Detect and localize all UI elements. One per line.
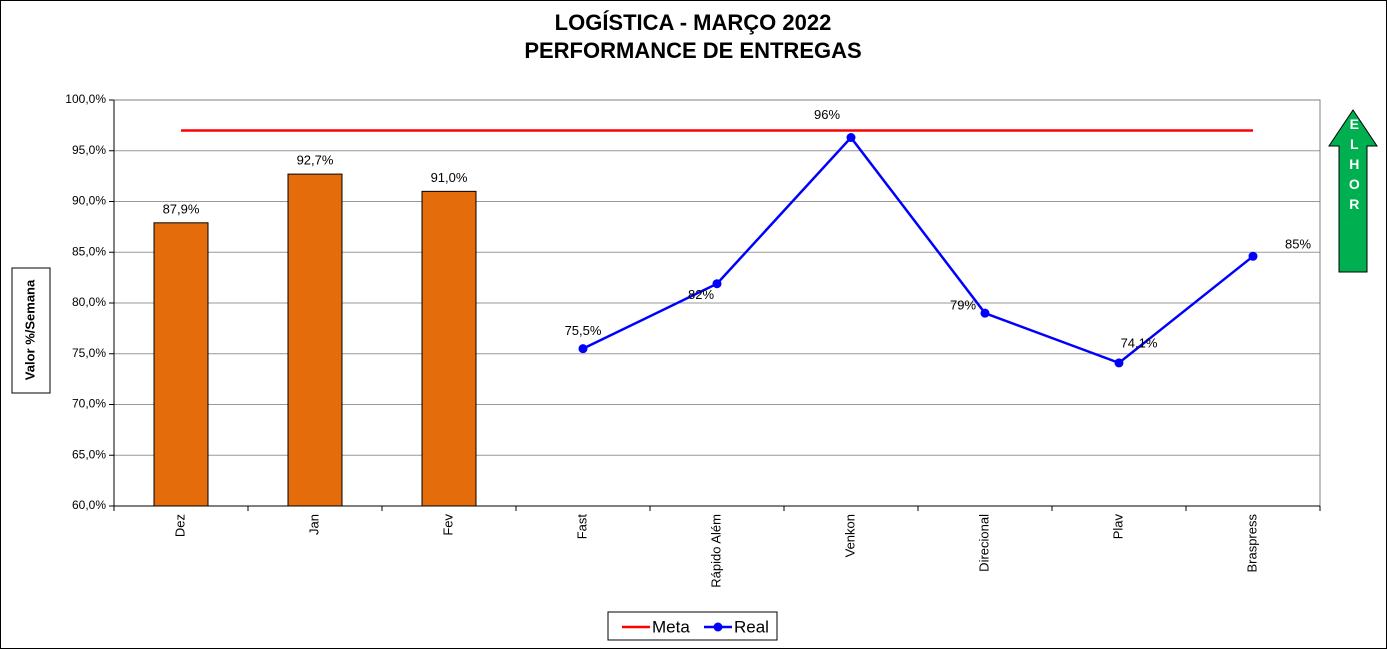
point-value-label: 75,5% (565, 323, 602, 338)
bar (287, 173, 343, 507)
bar-value-label: 91,0% (431, 170, 468, 185)
y-axis-label: Valor %/Semana (22, 279, 37, 380)
point (712, 279, 722, 289)
y-tick-label: 60,0% (72, 498, 106, 512)
bar-value-label: 87,9% (163, 201, 200, 216)
y-tick-label: 95,0% (72, 143, 106, 157)
y-tick-label: 85,0% (72, 244, 106, 258)
point-value-label: 96% (814, 107, 840, 122)
legend-marker (713, 622, 723, 632)
x-tick-label: Dez (172, 514, 187, 537)
legend-label: Real (734, 617, 769, 636)
point (846, 133, 856, 143)
y-tick-label: 70,0% (72, 397, 106, 411)
point-value-label: 82% (688, 287, 714, 302)
x-tick-label: Braspress (1244, 514, 1259, 573)
x-tick-label: Plav (1110, 514, 1125, 540)
y-tick-label: 100,0% (65, 92, 106, 106)
chart-title: LOGÍSTICA - MARÇO 2022 (555, 10, 832, 35)
x-tick-label: Fev (440, 514, 455, 536)
x-tick-label: Venkon (842, 514, 857, 557)
point-value-label: 74,1% (1121, 335, 1158, 350)
bar (421, 190, 477, 507)
bar-value-label: 92,7% (297, 153, 334, 168)
y-tick-label: 80,0% (72, 295, 106, 309)
point-value-label: 85% (1285, 237, 1311, 252)
x-tick-label: Jan (306, 514, 321, 535)
better-arrow (1328, 109, 1378, 273)
point (578, 344, 588, 354)
y-label-box (11, 267, 51, 394)
x-tick-label: Rápido Além (708, 514, 723, 588)
y-tick-label: 75,0% (72, 346, 106, 360)
arrow-label: MELHOR (1346, 96, 1362, 216)
line-real (582, 135, 1254, 365)
x-tick-label: Direcional (976, 514, 991, 572)
point (980, 308, 990, 318)
chart-subtitle: PERFORMANCE DE ENTREGAS (524, 38, 861, 63)
point (1248, 251, 1258, 261)
bar (153, 222, 209, 507)
y-tick-label: 65,0% (72, 447, 106, 461)
point (1114, 358, 1124, 368)
y-tick-label: 90,0% (72, 194, 106, 208)
legend-label: Meta (652, 617, 690, 636)
point-value-label: 79% (950, 298, 976, 313)
x-tick-label: Fast (574, 514, 589, 540)
